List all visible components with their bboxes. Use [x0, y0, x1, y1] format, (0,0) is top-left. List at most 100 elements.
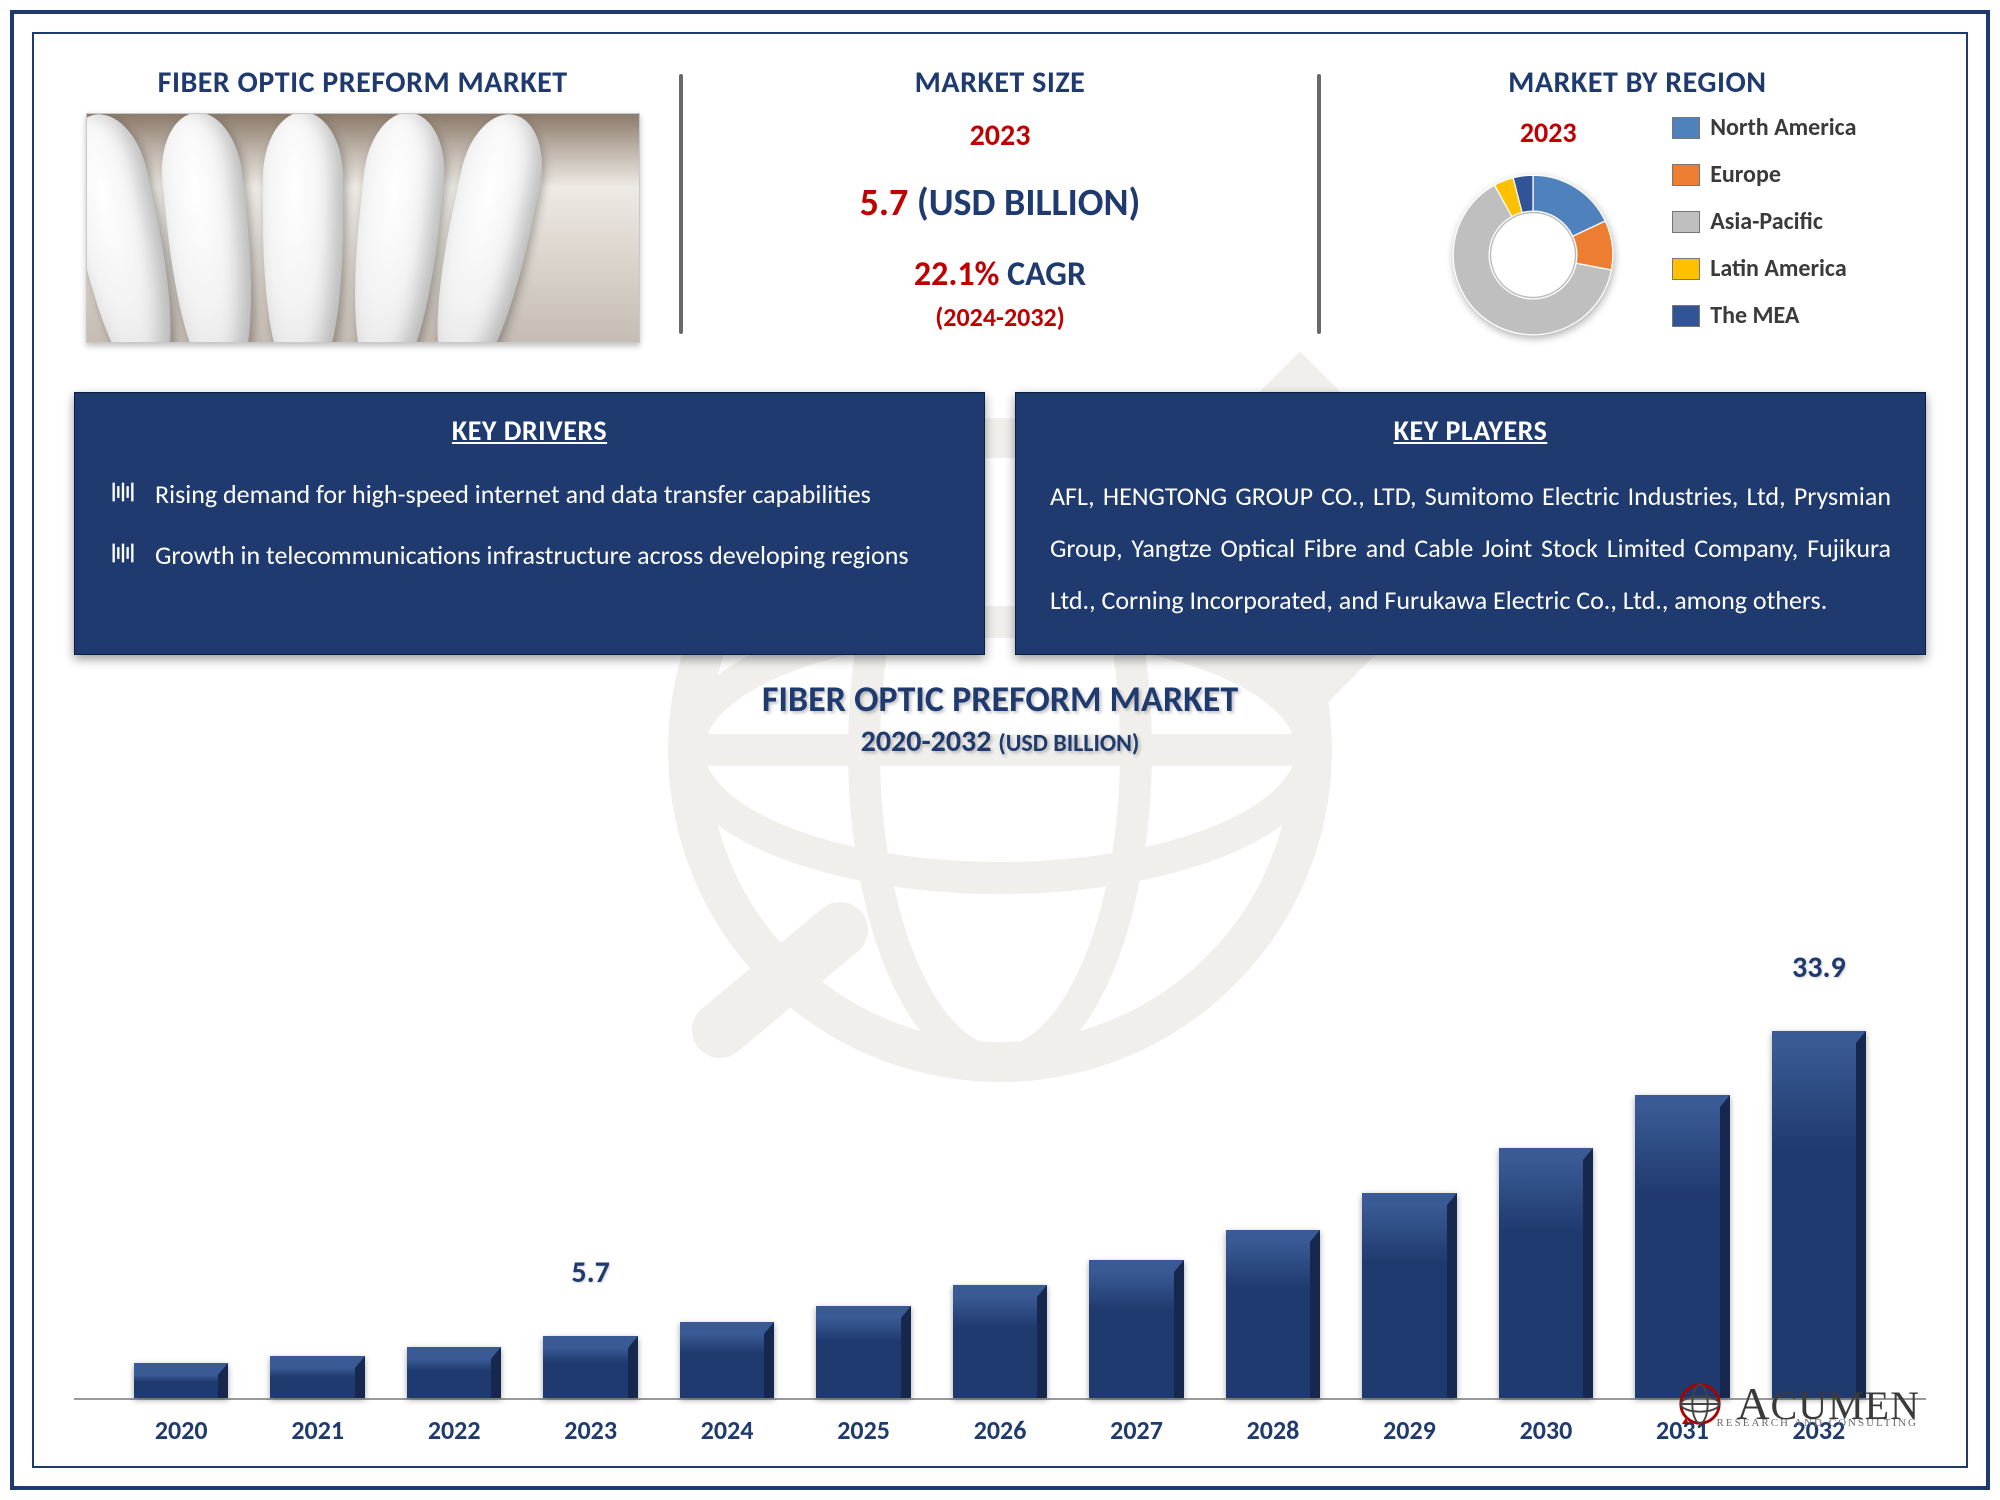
top-row: FIBER OPTIC PREFORM MARKET MARKET SIZE 2… [74, 64, 1926, 384]
brand-subtitle: RESEARCH AND CONSULTING [1717, 1417, 1918, 1429]
xaxis-label: 2024 [680, 1414, 774, 1446]
bar-wrap [1089, 1260, 1183, 1398]
driver-item: Rising demand for high-speed internet an… [109, 470, 950, 519]
hero-title: FIBER OPTIC PREFORM MARKET [158, 64, 568, 101]
market-size-title: MARKET SIZE [915, 64, 1086, 101]
bar [543, 1336, 637, 1398]
legend-swatch [1672, 258, 1700, 280]
key-players-title: KEY PLAYERS [1050, 413, 1891, 448]
bar-wrap [1362, 1193, 1456, 1398]
bar-wrap [270, 1356, 364, 1398]
market-size-value-line: 5.7 (USD BILLION) [860, 180, 1141, 226]
bar [680, 1322, 774, 1398]
bar-wrap [816, 1306, 910, 1398]
market-size-year: 2023 [970, 117, 1031, 154]
driver-item: Growth in telecommunications infrastruct… [109, 531, 950, 580]
region-column: MARKET BY REGION 2023 North America Europ… [1349, 64, 1926, 384]
bar-chart-unit: (USD BILLION) [998, 729, 1139, 758]
panels-row: KEY DRIVERS Rising demand for high-speed… [74, 392, 1926, 655]
brand-name: ACUMEN RESEARCH AND CONSULTING [1736, 1377, 1920, 1430]
bar [816, 1306, 910, 1398]
xaxis-label: 2028 [1226, 1414, 1320, 1446]
legend-item: North America [1672, 113, 1856, 142]
inner-frame: FIBER OPTIC PREFORM MARKET MARKET SIZE 2… [32, 32, 1968, 1468]
driver-text: Rising demand for high-speed internet an… [155, 470, 871, 519]
cagr-period: (2024-2032) [935, 301, 1065, 333]
xaxis-label: 2026 [953, 1414, 1047, 1446]
key-drivers-title: KEY DRIVERS [109, 413, 950, 448]
vertical-divider [1317, 74, 1321, 334]
bar-value-label: 5.7 [571, 1254, 609, 1291]
market-size-value: 5.7 [860, 180, 909, 226]
region-left: 2023 [1418, 113, 1648, 360]
bar-wrap [407, 1347, 501, 1398]
bars-area: 5.7 33.9 [74, 760, 1926, 1400]
legend-label: Europe [1710, 160, 1781, 189]
bar-chart-xaxis: 2020 2021 2022 2023 2024 2025 2026 2027 2028 2029… [74, 1400, 1926, 1446]
driver-bullet-icon [109, 539, 137, 567]
xaxis-label: 2030 [1499, 1414, 1593, 1446]
xaxis-label: 2022 [407, 1414, 501, 1446]
region-donut-chart [1418, 150, 1648, 360]
bar [1226, 1230, 1320, 1398]
brand-logo: ACUMEN RESEARCH AND CONSULTING [1676, 1377, 1920, 1430]
driver-text: Growth in telecommunications infrastruct… [155, 531, 909, 580]
bar-wrap: 33.9 [1772, 1031, 1866, 1398]
legend-label: North America [1710, 113, 1856, 142]
legend-swatch [1672, 305, 1700, 327]
market-size-cagr-line: 22.1% CAGR [914, 254, 1086, 295]
cagr-label: CAGR [1007, 254, 1086, 295]
legend-label: The MEA [1710, 301, 1799, 330]
drivers-list: Rising demand for high-speed internet an… [109, 470, 950, 581]
bar-wrap: 5.7 [543, 1336, 637, 1398]
market-size-unit: (USD BILLION) [917, 180, 1140, 226]
legend-item: Asia-Pacific [1672, 207, 1856, 236]
cagr-value: 22.1% [914, 254, 1000, 295]
legend-label: Asia-Pacific [1710, 207, 1823, 236]
vertical-divider [679, 74, 683, 334]
bar-wrap [134, 1363, 228, 1398]
bar [1635, 1095, 1729, 1398]
xaxis-label: 2020 [134, 1414, 228, 1446]
xaxis-label: 2029 [1362, 1414, 1456, 1446]
driver-bullet-icon [109, 478, 137, 506]
bar-chart-subtitle: 2020-2032 (USD BILLION) [74, 723, 1926, 760]
bar [134, 1363, 228, 1398]
bar [1772, 1031, 1866, 1398]
bar [407, 1347, 501, 1398]
legend-item: The MEA [1672, 301, 1856, 330]
legend-swatch [1672, 117, 1700, 139]
xaxis-label: 2025 [816, 1414, 910, 1446]
bar-chart-years: 2020-2032 [861, 723, 992, 760]
bar-wrap [1635, 1095, 1729, 1398]
xaxis-label: 2027 [1089, 1414, 1183, 1446]
xaxis-label: 2023 [543, 1414, 637, 1446]
key-players-text: AFL, HENGTONG GROUP CO., LTD, Sumitomo E… [1050, 470, 1891, 626]
legend-swatch [1672, 164, 1700, 186]
bar [953, 1285, 1047, 1398]
bar [1089, 1260, 1183, 1398]
content-area: FIBER OPTIC PREFORM MARKET MARKET SIZE 2… [34, 34, 1966, 1466]
region-body: 2023 North America Europe Asia-Pacific Lati… [1349, 113, 1926, 360]
bar [1362, 1193, 1456, 1398]
bar-value-label: 33.9 [1792, 949, 1846, 986]
key-drivers-panel: KEY DRIVERS Rising demand for high-speed… [74, 392, 985, 655]
bar-wrap [1499, 1148, 1593, 1398]
bar-wrap [953, 1285, 1047, 1398]
market-size-column: MARKET SIZE 2023 5.7 (USD BILLION) 22.1%… [711, 64, 1288, 384]
key-players-panel: KEY PLAYERS AFL, HENGTONG GROUP CO., LTD… [1015, 392, 1926, 655]
bar [270, 1356, 364, 1398]
legend-swatch [1672, 211, 1700, 233]
bar-wrap [680, 1322, 774, 1398]
legend-item: Latin America [1672, 254, 1856, 283]
bar-chart-section: FIBER OPTIC PREFORM MARKET 2020-2032 (US… [74, 677, 1926, 1446]
legend-label: Latin America [1710, 254, 1846, 283]
bar [1499, 1148, 1593, 1398]
region-year: 2023 [1520, 115, 1577, 150]
xaxis-label: 2021 [270, 1414, 364, 1446]
bar-wrap [1226, 1230, 1320, 1398]
region-title: MARKET BY REGION [1508, 64, 1766, 101]
region-legend: North America Europe Asia-Pacific Latin Ame… [1672, 113, 1856, 330]
hero-preform-image [86, 113, 640, 343]
hero-column: FIBER OPTIC PREFORM MARKET [74, 64, 651, 384]
